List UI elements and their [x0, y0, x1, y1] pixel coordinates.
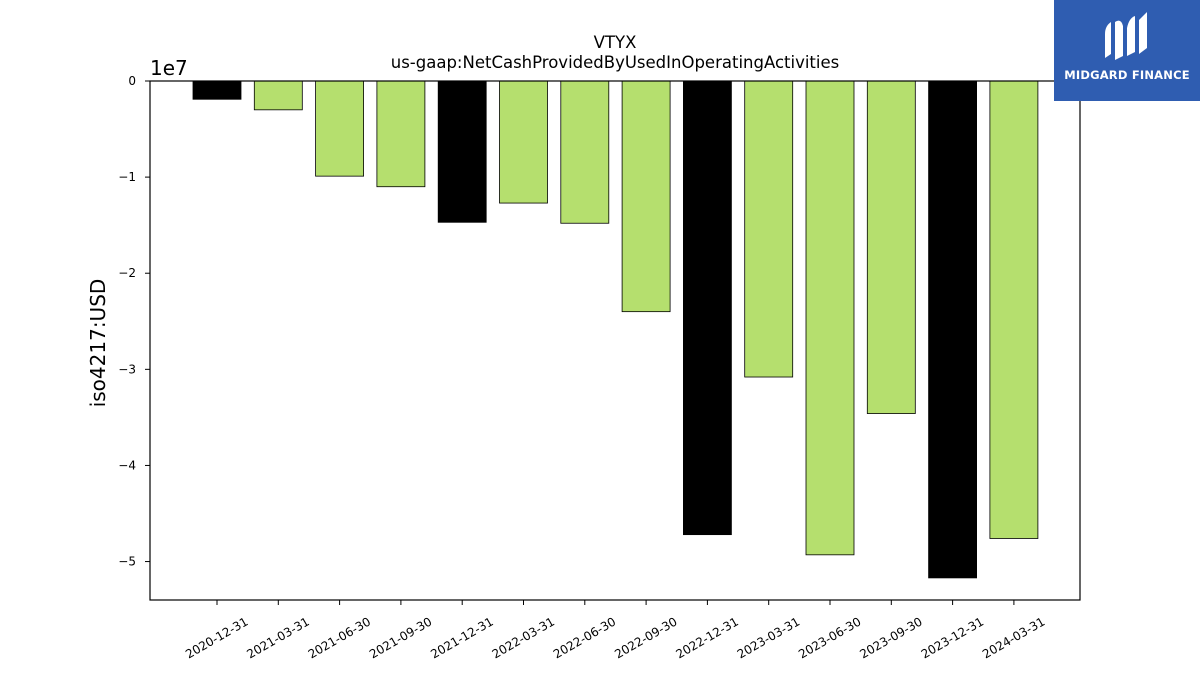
- x-tick-label: 2024-03-31: [980, 614, 1047, 661]
- bar-2022-12-31: [683, 80, 732, 536]
- x-tick-label: 2021-12-31: [428, 614, 495, 661]
- y-axis-label: iso4217:USD: [86, 279, 110, 408]
- x-tick-label: 2023-12-31: [919, 614, 986, 661]
- x-tick-label: 2023-09-30: [857, 614, 924, 661]
- y-tick-label: −4: [118, 458, 136, 472]
- y-tick-label: −2: [118, 266, 136, 280]
- brand-name: MIDGARD FINANCE: [1064, 68, 1190, 82]
- y-tick-label: −5: [118, 555, 136, 569]
- chart-title: VTYX: [594, 33, 637, 52]
- bar-2022-03-31: [499, 80, 548, 204]
- x-tick-label: 2022-12-31: [673, 614, 740, 661]
- x-tick-label: 2021-03-31: [244, 614, 311, 661]
- bars-group: [192, 80, 1039, 579]
- x-tick-label: 2021-09-30: [367, 614, 434, 661]
- x-tick-label: 2020-12-31: [183, 614, 250, 661]
- x-tick-label: 2023-06-30: [796, 614, 863, 661]
- bar-2023-03-31: [744, 80, 794, 378]
- bar-2022-06-30: [560, 80, 610, 224]
- x-tick-label: 2022-03-31: [490, 614, 557, 661]
- bar-2020-12-31: [192, 80, 242, 100]
- x-tick-label: 2022-06-30: [551, 614, 618, 661]
- chart-subtitle: us-gaap:NetCashProvidedByUsedInOperating…: [391, 53, 839, 72]
- x-tick-label: 2022-09-30: [612, 614, 679, 661]
- bar-2021-03-31: [253, 80, 303, 111]
- brand-logo: MIDGARD FINANCE: [1054, 0, 1200, 101]
- bar-2021-06-30: [315, 80, 365, 177]
- x-tick-label: 2021-06-30: [306, 614, 373, 661]
- bar-2024-03-31: [989, 80, 1039, 539]
- y-offset-label: 1e7: [150, 56, 188, 80]
- x-tick-label: 2023-03-31: [735, 614, 802, 661]
- y-tick-label: −3: [118, 362, 136, 376]
- bar-2022-09-30: [621, 80, 671, 313]
- plot-frame: [149, 80, 1081, 601]
- midgard-logo-icon: [1105, 12, 1147, 60]
- bar-2023-06-30: [805, 80, 855, 556]
- y-ticks: 0 −1 −2 −3 −4 −5: [118, 74, 150, 569]
- x-ticks: 2020-12-312021-03-312021-06-302021-09-30…: [183, 600, 1047, 661]
- bar-2021-12-31: [437, 80, 487, 223]
- y-tick-label: 0: [128, 74, 136, 88]
- bar-2023-09-30: [866, 80, 916, 414]
- y-tick-label: −1: [118, 170, 136, 184]
- bar-2021-09-30: [376, 80, 426, 188]
- bar-2023-12-31: [928, 80, 977, 579]
